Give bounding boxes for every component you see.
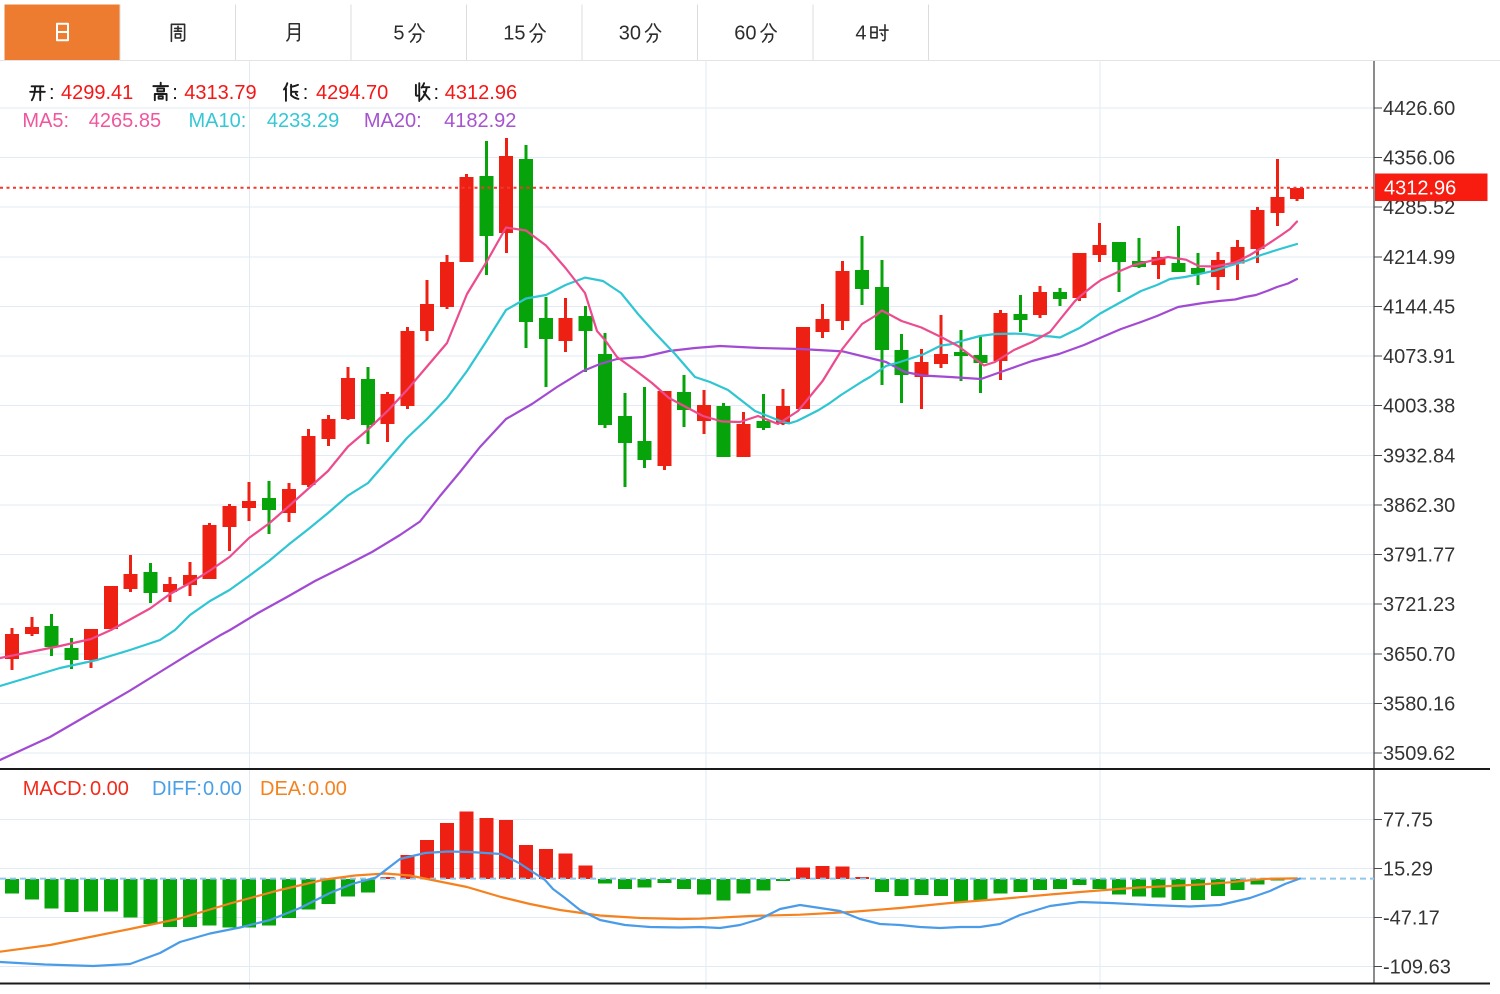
svg-text:-47.17: -47.17	[1383, 908, 1440, 930]
svg-text:3862.30: 3862.30	[1383, 495, 1455, 517]
svg-text:15: 15	[503, 23, 525, 45]
svg-text:0.00: 0.00	[308, 778, 347, 800]
svg-text:4073.91: 4073.91	[1383, 346, 1455, 368]
svg-text:0.00: 0.00	[203, 778, 242, 800]
svg-text:0.00: 0.00	[90, 778, 129, 800]
svg-text::: :	[303, 82, 309, 104]
svg-text:5: 5	[393, 23, 404, 45]
svg-text:4299.41: 4299.41	[61, 82, 133, 104]
svg-text:MA20:: MA20:	[364, 110, 422, 132]
svg-text:3509.62: 3509.62	[1383, 743, 1455, 765]
svg-text:4312.96: 4312.96	[445, 82, 517, 104]
svg-text:DIFF:: DIFF:	[152, 778, 202, 800]
svg-text:-109.63: -109.63	[1383, 957, 1451, 979]
svg-text:3932.84: 3932.84	[1383, 445, 1455, 467]
svg-text:4426.60: 4426.60	[1383, 98, 1455, 120]
svg-text:4182.92: 4182.92	[444, 110, 516, 132]
svg-text:4: 4	[855, 23, 866, 45]
svg-text:MA5:: MA5:	[22, 110, 69, 132]
svg-text:4214.99: 4214.99	[1383, 247, 1455, 269]
svg-text:3791.77: 3791.77	[1383, 545, 1455, 567]
svg-text:MA10:: MA10:	[189, 110, 247, 132]
svg-text:3580.16: 3580.16	[1383, 693, 1455, 715]
svg-text:MACD:: MACD:	[23, 778, 87, 800]
svg-text:3650.70: 3650.70	[1383, 644, 1455, 666]
svg-text:4313.79: 4313.79	[184, 82, 256, 104]
svg-text:77.75: 77.75	[1383, 809, 1433, 831]
svg-text:4312.96: 4312.96	[1384, 178, 1456, 200]
svg-text:60: 60	[734, 23, 756, 45]
svg-text:4144.45: 4144.45	[1383, 297, 1455, 319]
svg-text::: :	[434, 82, 440, 104]
svg-text:4233.29: 4233.29	[267, 110, 339, 132]
svg-text:DEA:: DEA:	[260, 778, 307, 800]
svg-text::: :	[172, 82, 178, 104]
svg-text:4356.06: 4356.06	[1383, 148, 1455, 170]
svg-text:4294.70: 4294.70	[316, 82, 388, 104]
svg-text:4003.38: 4003.38	[1383, 396, 1455, 418]
svg-text:4285.52: 4285.52	[1383, 197, 1455, 219]
svg-text:3721.23: 3721.23	[1383, 594, 1455, 616]
svg-text:4265.85: 4265.85	[89, 110, 161, 132]
svg-text::: :	[49, 82, 55, 104]
svg-text:30: 30	[619, 23, 641, 45]
svg-text:15.29: 15.29	[1383, 858, 1433, 880]
